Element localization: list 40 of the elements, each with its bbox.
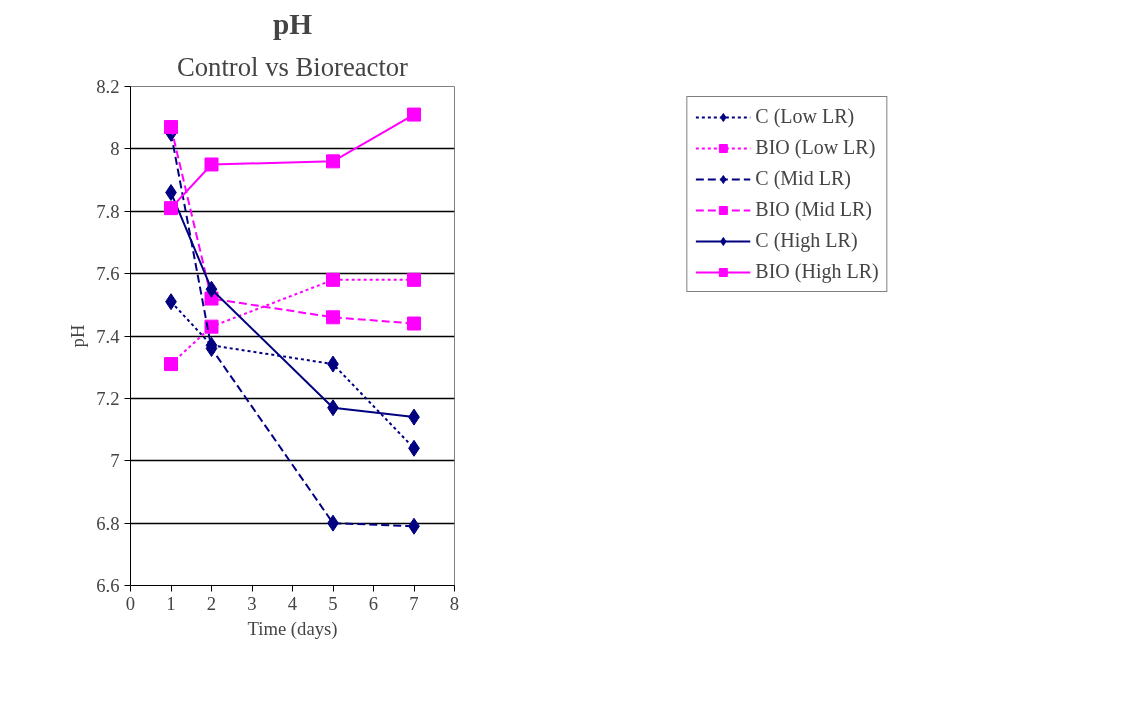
point: [326, 154, 340, 169]
y-tick-label: 7.2: [96, 387, 120, 409]
x-tick-label: 7: [409, 592, 419, 614]
point: [164, 120, 178, 135]
chart-subtitle: Control vs Bioreactor: [177, 51, 409, 82]
point: [407, 272, 421, 287]
point: [164, 357, 178, 372]
point: [326, 272, 340, 287]
point: [407, 316, 421, 331]
y-tick-label: 7.8: [96, 200, 120, 222]
x-axis-title: Time (days): [247, 617, 338, 640]
legend-label: C (High LR): [755, 229, 858, 252]
legend-label: C (Mid LR): [755, 167, 851, 190]
chart-title: pH: [272, 7, 313, 40]
x-tick-label: 6: [368, 592, 379, 614]
point: [205, 280, 218, 298]
x-tick-label: 2: [206, 592, 217, 614]
x-tick-label: 1: [166, 592, 176, 614]
y-tick-label: 7: [110, 450, 120, 472]
point: [326, 310, 340, 325]
y-tick-label: 8: [110, 138, 120, 160]
y-tick-label: 7.4: [96, 325, 121, 347]
point: [204, 157, 219, 172]
legend-label: BIO (High LR): [755, 260, 879, 283]
legend-label: C (Low LR): [755, 105, 855, 128]
legend-label: BIO (Low LR): [755, 136, 876, 159]
point: [164, 201, 178, 216]
x-tick-label: 8: [449, 592, 460, 614]
point: [204, 319, 219, 334]
y-tick-label: 8.2: [96, 76, 120, 97]
x-tick-label: 0: [125, 592, 136, 614]
y-tick-label: 6.8: [96, 512, 120, 534]
legend-label: BIO (Mid LR): [755, 198, 873, 221]
x-tick-label: 5: [328, 592, 338, 614]
x-tick-label: 3: [247, 592, 257, 614]
y-axis-title: pH: [67, 324, 89, 348]
x-tick-label: 4: [287, 592, 298, 614]
point: [407, 107, 421, 122]
y-tick-label: 7.6: [96, 263, 120, 285]
y-tick-label: 6.6: [96, 575, 120, 596]
